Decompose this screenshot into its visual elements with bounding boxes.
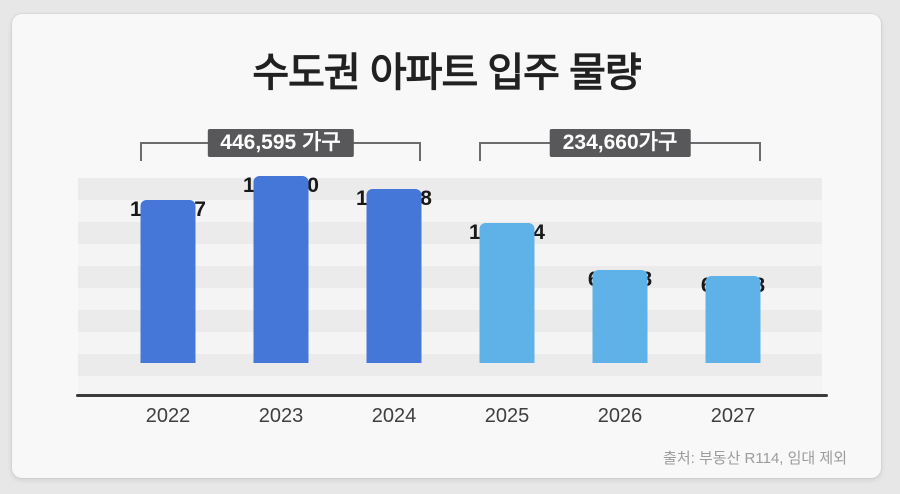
bar-column-2022: 140,097 2022	[112, 0, 225, 460]
bracket-tick-right	[419, 142, 421, 161]
plot-area	[78, 178, 822, 397]
bracket-total-label: 446,595 가구	[207, 129, 354, 157]
bar-column-2024: 147,408 2024	[338, 0, 451, 460]
bracket-total-label: 234,660가구	[549, 129, 691, 157]
bracket-group-2025-2027: 234,660가구	[479, 129, 761, 163]
bar-2023	[253, 176, 309, 363]
bar-2026	[592, 270, 648, 363]
bar-column-2023: 159,090 2023	[225, 0, 338, 460]
bar-column-2027: 62,048 2027	[677, 0, 790, 460]
x-axis-line	[76, 394, 828, 397]
bar-2024	[366, 189, 422, 363]
x-axis-label-2025: 2025	[484, 405, 530, 427]
bar-column-2025: 105,774 2025	[451, 0, 564, 460]
bracket-tick-left	[479, 142, 481, 161]
x-axis-label-2024: 2024	[371, 405, 417, 427]
source-credit: 출처: 부동산 R114, 임대 제외	[663, 450, 847, 467]
bracket-tick-left	[140, 142, 142, 161]
x-axis-label-2026: 2026	[597, 405, 643, 427]
x-axis-label-2023: 2023	[258, 405, 304, 427]
chart-title: 수도권 아파트 입주 물량	[252, 51, 641, 95]
bracket-group-2022-2024: 446,595 가구	[140, 129, 421, 163]
bracket-tick-right	[759, 142, 761, 161]
x-axis-label-2022: 2022	[145, 405, 191, 427]
bar-column-2026: 66,838 2026	[564, 0, 677, 460]
bar-2022	[140, 200, 196, 363]
bar-2027	[705, 276, 761, 363]
x-axis-label-2027: 2027	[710, 405, 756, 427]
bar-2025	[479, 223, 535, 363]
